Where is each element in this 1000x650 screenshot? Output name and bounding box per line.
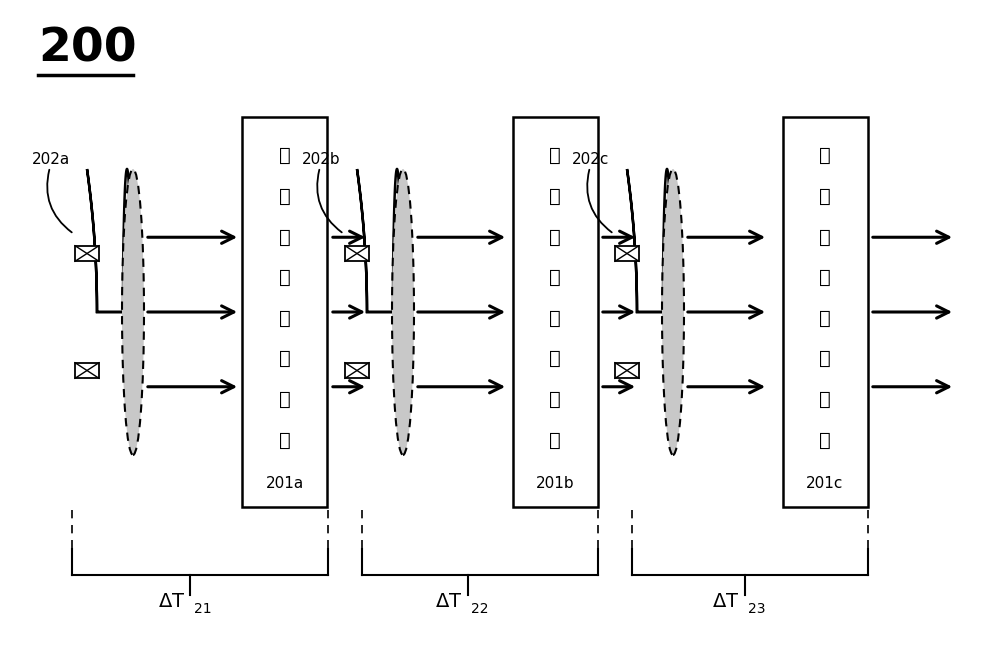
Text: 结: 结: [549, 390, 561, 409]
Text: 换: 换: [819, 309, 831, 328]
Text: 构: 构: [819, 430, 831, 450]
Text: 202c: 202c: [572, 151, 609, 167]
Text: 200: 200: [38, 26, 137, 71]
Text: 级: 级: [819, 227, 831, 246]
Ellipse shape: [122, 169, 144, 455]
Bar: [615, 363, 639, 378]
Text: 201a: 201a: [266, 476, 304, 491]
Text: 202a: 202a: [32, 151, 70, 167]
Bar: [345, 246, 369, 261]
Text: 构: 构: [279, 430, 291, 450]
Ellipse shape: [392, 169, 414, 455]
Text: 201b: 201b: [536, 476, 574, 491]
Text: 23: 23: [748, 602, 766, 616]
Text: 子: 子: [549, 268, 561, 287]
Ellipse shape: [662, 169, 684, 455]
Text: 构: 构: [549, 430, 561, 450]
Text: 热: 热: [819, 350, 831, 369]
Bar: [782, 117, 868, 507]
Text: 级: 级: [279, 227, 291, 246]
Text: 22: 22: [471, 602, 488, 616]
Text: 结: 结: [819, 390, 831, 409]
Text: 级: 级: [549, 227, 561, 246]
Bar: [513, 117, 598, 507]
Bar: [75, 363, 99, 378]
Text: 换: 换: [549, 309, 561, 328]
Text: $\Delta$T: $\Delta$T: [435, 592, 462, 611]
Text: $\Delta$T: $\Delta$T: [712, 592, 739, 611]
Text: 第: 第: [279, 146, 291, 165]
Text: 三: 三: [819, 187, 831, 206]
Text: 二: 二: [549, 187, 561, 206]
Text: 第: 第: [819, 146, 831, 165]
Bar: [242, 117, 327, 507]
Text: 结: 结: [279, 390, 291, 409]
Text: 热: 热: [549, 350, 561, 369]
Text: $\Delta$T: $\Delta$T: [158, 592, 185, 611]
Text: 热: 热: [279, 350, 291, 369]
Text: 201c: 201c: [806, 476, 844, 491]
Bar: [75, 246, 99, 261]
Text: 202b: 202b: [302, 151, 341, 167]
Text: 21: 21: [194, 602, 212, 616]
Text: 第: 第: [549, 146, 561, 165]
Bar: [345, 363, 369, 378]
Text: 子: 子: [819, 268, 831, 287]
Text: 一: 一: [279, 187, 291, 206]
Text: 换: 换: [279, 309, 291, 328]
Text: 子: 子: [279, 268, 291, 287]
Bar: [615, 246, 639, 261]
